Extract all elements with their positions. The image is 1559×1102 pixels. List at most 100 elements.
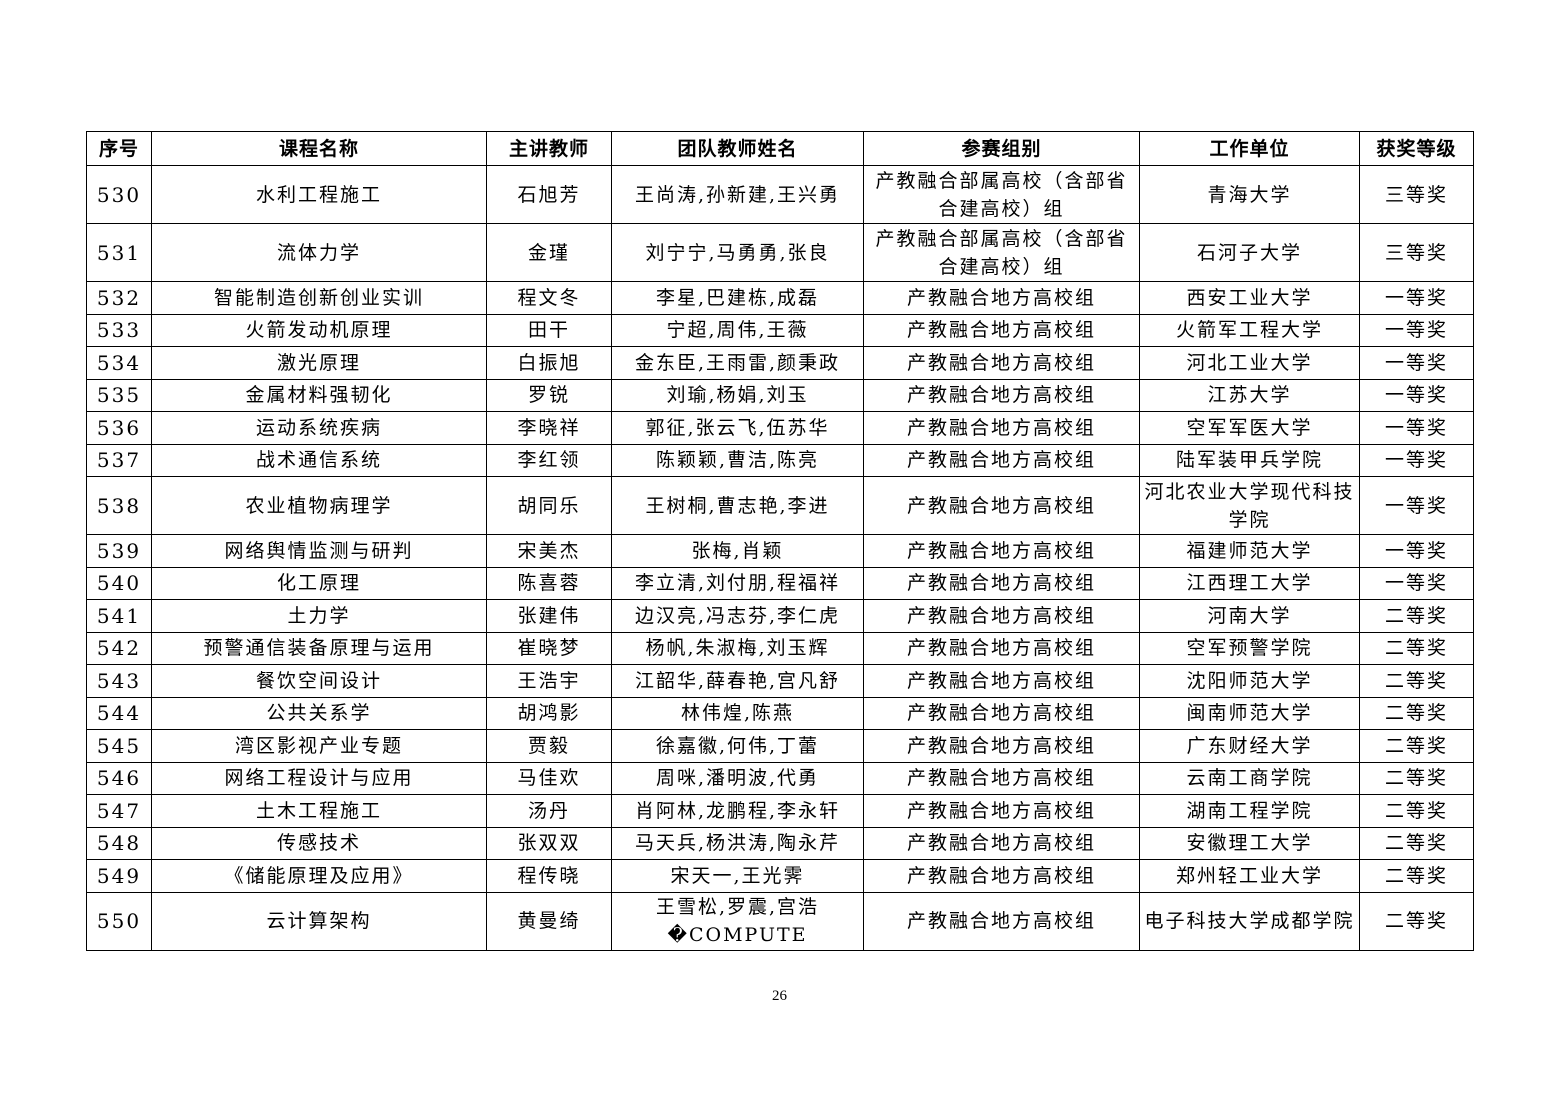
table-row: 545 湾区影视产业专题 贾毅 徐嘉徽,何伟,丁蕾 产教融合地方高校组 广东财经大学 二等奖: [86, 729, 1474, 763]
cell-competition-group: 产教融合地方高校组: [863, 729, 1140, 763]
cell-work-unit: 广东财经大学: [1139, 729, 1360, 763]
cell-work-unit: 郑州轻工业大学: [1139, 859, 1360, 893]
cell-team-teachers: 林伟煌,陈燕: [611, 696, 864, 730]
table-row: 530 水利工程施工 石旭芳 王尚涛,孙新建,王兴勇 产教融合部属高校（含部省合建高校）…: [86, 165, 1474, 224]
cell-lead-teacher: 白振旭: [486, 346, 612, 380]
cell-work-unit: 火箭军工程大学: [1139, 313, 1360, 347]
cell-work-unit: 西安工业大学: [1139, 281, 1360, 315]
cell-lead-teacher: 崔晓梦: [486, 631, 612, 665]
cell-serial: 542: [86, 631, 152, 665]
cell-award-level: 一等奖: [1359, 566, 1474, 600]
cell-course-name: 传感技术: [151, 826, 487, 860]
cell-team-teachers: 王树桐,曹志艳,李进: [611, 476, 864, 535]
cell-team-teachers: 周咪,潘明波,代勇: [611, 761, 864, 795]
cell-lead-teacher: 程传晓: [486, 859, 612, 893]
cell-team-teachers: 刘宁宁,马勇勇,张良: [611, 223, 864, 282]
cell-serial: 544: [86, 696, 152, 730]
cell-award-level: 一等奖: [1359, 346, 1474, 380]
cell-team-teachers: 金东臣,王雨雷,颜秉政: [611, 346, 864, 380]
header-serial: 序号: [86, 131, 152, 166]
cell-work-unit: 闽南师范大学: [1139, 696, 1360, 730]
cell-award-level: 一等奖: [1359, 411, 1474, 445]
cell-award-level: 二等奖: [1359, 729, 1474, 763]
cell-team-teachers: 李立清,刘付朋,程福祥: [611, 566, 864, 600]
cell-serial: 543: [86, 664, 152, 698]
cell-work-unit: 青海大学: [1139, 165, 1360, 224]
table-row: 541 土力学 张建伟 边汉亮,冯志芬,李仁虎 产教融合地方高校组 河南大学 二等奖: [86, 599, 1474, 633]
cell-competition-group: 产教融合地方高校组: [863, 566, 1140, 600]
cell-team-teachers: 宋天一,王光霁: [611, 859, 864, 893]
cell-team-teachers: 肖阿林,龙鹏程,李永轩: [611, 794, 864, 828]
cell-course-name: 网络舆情监测与研判: [151, 534, 487, 568]
cell-serial: 538: [86, 476, 152, 535]
cell-course-name: 公共关系学: [151, 696, 487, 730]
cell-serial: 532: [86, 281, 152, 315]
cell-course-name: 云计算架构: [151, 891, 487, 951]
header-award-level: 获奖等级: [1359, 131, 1474, 166]
cell-lead-teacher: 程文冬: [486, 281, 612, 315]
cell-serial: 541: [86, 599, 152, 633]
table-row: 550 云计算架构 黄曼绮 王雪松,罗震,宫浩�COMPUTE 产教融合地方高校组 电子科…: [86, 891, 1474, 951]
cell-serial: 545: [86, 729, 152, 763]
cell-competition-group: 产教融合地方高校组: [863, 891, 1140, 951]
cell-course-name: 《储能原理及应用》: [151, 859, 487, 893]
table-row: 542 预警通信装备原理与运用 崔晓梦 杨帆,朱淑梅,刘玉辉 产教融合地方高校组 空军预警…: [86, 631, 1474, 665]
awards-table: 序号 课程名称 主讲教师 团队教师姓名 参赛组别 工作单位 获奖等级 530 水利工程施工 石旭…: [86, 131, 1474, 951]
table-row: 537 战术通信系统 李红领 陈颖颖,曹洁,陈亮 产教融合地方高校组 陆军装甲兵学院 一等奖: [86, 443, 1474, 477]
cell-team-teachers: 郭征,张云飞,伍苏华: [611, 411, 864, 445]
cell-award-level: 一等奖: [1359, 443, 1474, 477]
cell-course-name: 战术通信系统: [151, 443, 487, 477]
cell-award-level: 一等奖: [1359, 281, 1474, 315]
cell-work-unit: 江苏大学: [1139, 378, 1360, 412]
cell-award-level: 一等奖: [1359, 313, 1474, 347]
cell-competition-group: 产教融合地方高校组: [863, 281, 1140, 315]
cell-competition-group: 产教融合地方高校组: [863, 826, 1140, 860]
cell-team-teachers: 陈颖颖,曹洁,陈亮: [611, 443, 864, 477]
cell-team-teachers: 王雪松,罗震,宫浩�COMPUTE: [611, 891, 864, 951]
cell-competition-group: 产教融合地方高校组: [863, 696, 1140, 730]
cell-lead-teacher: 张建伟: [486, 599, 612, 633]
cell-course-name: 预警通信装备原理与运用: [151, 631, 487, 665]
cell-lead-teacher: 李晓祥: [486, 411, 612, 445]
cell-serial: 534: [86, 346, 152, 380]
cell-competition-group: 产教融合地方高校组: [863, 859, 1140, 893]
cell-lead-teacher: 田干: [486, 313, 612, 347]
cell-lead-teacher: 李红领: [486, 443, 612, 477]
table-row: 536 运动系统疾病 李晓祥 郭征,张云飞,伍苏华 产教融合地方高校组 空军军医大学 一等奖: [86, 411, 1474, 445]
cell-lead-teacher: 宋美杰: [486, 534, 612, 568]
cell-team-teachers: 刘瑜,杨娟,刘玉: [611, 378, 864, 412]
cell-competition-group: 产教融合地方高校组: [863, 599, 1140, 633]
cell-award-level: 一等奖: [1359, 534, 1474, 568]
cell-competition-group: 产教融合地方高校组: [863, 411, 1140, 445]
cell-work-unit: 空军军医大学: [1139, 411, 1360, 445]
cell-team-teachers: 徐嘉徽,何伟,丁蕾: [611, 729, 864, 763]
cell-course-name: 水利工程施工: [151, 165, 487, 224]
cell-course-name: 餐饮空间设计: [151, 664, 487, 698]
cell-course-name: 金属材料强韧化: [151, 378, 487, 412]
cell-work-unit: 空军预警学院: [1139, 631, 1360, 665]
cell-work-unit: 陆军装甲兵学院: [1139, 443, 1360, 477]
cell-course-name: 火箭发动机原理: [151, 313, 487, 347]
cell-lead-teacher: 张双双: [486, 826, 612, 860]
cell-award-level: 一等奖: [1359, 476, 1474, 535]
cell-lead-teacher: 胡鸿影: [486, 696, 612, 730]
cell-serial: 533: [86, 313, 152, 347]
cell-work-unit: 安徽理工大学: [1139, 826, 1360, 860]
cell-serial: 537: [86, 443, 152, 477]
header-work-unit: 工作单位: [1139, 131, 1360, 166]
cell-lead-teacher: 胡同乐: [486, 476, 612, 535]
cell-course-name: 土木工程施工: [151, 794, 487, 828]
cell-competition-group: 产教融合地方高校组: [863, 443, 1140, 477]
cell-lead-teacher: 贾毅: [486, 729, 612, 763]
cell-course-name: 土力学: [151, 599, 487, 633]
cell-work-unit: 石河子大学: [1139, 223, 1360, 282]
cell-award-level: 二等奖: [1359, 631, 1474, 665]
table-row: 539 网络舆情监测与研判 宋美杰 张梅,肖颖 产教融合地方高校组 福建师范大学 一等奖: [86, 534, 1474, 568]
cell-lead-teacher: 石旭芳: [486, 165, 612, 224]
cell-serial: 540: [86, 566, 152, 600]
cell-work-unit: 福建师范大学: [1139, 534, 1360, 568]
cell-work-unit: 沈阳师范大学: [1139, 664, 1360, 698]
cell-serial: 536: [86, 411, 152, 445]
table-row: 547 土木工程施工 汤丹 肖阿林,龙鹏程,李永轩 产教融合地方高校组 湖南工程学院 二等奖: [86, 794, 1474, 828]
cell-award-level: 二等奖: [1359, 891, 1474, 951]
